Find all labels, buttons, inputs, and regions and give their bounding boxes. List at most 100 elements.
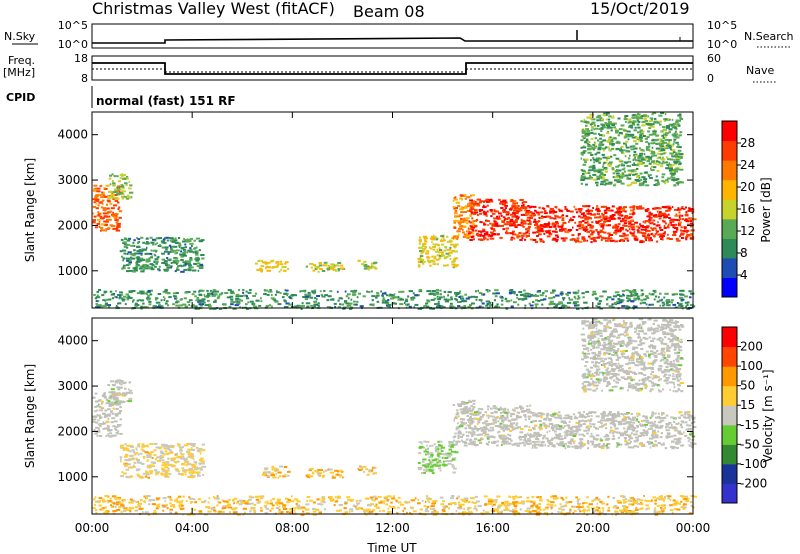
x-tick-label: 20:00 bbox=[576, 521, 611, 535]
colorbar-swatch bbox=[722, 385, 737, 406]
colorbar-swatch bbox=[722, 346, 737, 367]
x-axis-label: Time UT bbox=[366, 541, 417, 554]
power-region-4 bbox=[305, 261, 346, 273]
colorbar-swatch bbox=[722, 463, 737, 484]
colorbar-tick-label: 20 bbox=[740, 180, 755, 194]
colorbar-tick-label: 8 bbox=[740, 246, 748, 260]
y-tick-label: 1000 bbox=[57, 470, 88, 484]
nave-label: Nave bbox=[746, 64, 774, 77]
power-region-1 bbox=[107, 173, 134, 201]
nsearch-label: N.Search bbox=[744, 30, 794, 43]
colorbar-tick-label: 15 bbox=[740, 398, 755, 412]
colorbar-tick-label: 28 bbox=[740, 136, 755, 150]
velocity-colorbar-label: Velocity [m s⁻¹] bbox=[761, 369, 775, 462]
colorbar-swatch bbox=[722, 179, 737, 200]
colorbar-swatch bbox=[722, 218, 737, 239]
velocity-region-10 bbox=[580, 318, 685, 393]
velocity-heatmap bbox=[92, 318, 697, 516]
colorbar-swatch bbox=[722, 199, 737, 220]
nsky-strip: N.Sky 10^5 10^0 10^5 10^0 N.Search bbox=[4, 19, 794, 51]
colorbar-tick-label: -100 bbox=[740, 457, 767, 471]
velocity-region-6 bbox=[417, 440, 459, 475]
date-label: 15/Oct/2019 bbox=[590, 0, 690, 18]
power-x-ticks bbox=[91, 112, 694, 308]
colorbar-tick-label: 50 bbox=[740, 379, 755, 393]
colorbar-swatch bbox=[722, 366, 737, 387]
colorbar-swatch bbox=[722, 160, 737, 181]
power-region-3 bbox=[254, 259, 290, 273]
beam-label: Beam 08 bbox=[353, 2, 425, 21]
colorbar-tick-label: 4 bbox=[740, 268, 748, 282]
power-region-10 bbox=[580, 112, 684, 187]
x-tick-label: 12:00 bbox=[375, 521, 410, 535]
freq-unit: [MHz] bbox=[3, 66, 35, 79]
x-tick-label: 04:00 bbox=[175, 521, 210, 535]
freq-label: Freq. bbox=[8, 54, 35, 67]
x-tick-label: 00:00 bbox=[676, 521, 711, 535]
velocity-region-4 bbox=[305, 467, 344, 479]
power-region-5 bbox=[357, 259, 378, 271]
colorbar-swatch bbox=[722, 444, 737, 465]
power-region-6 bbox=[417, 234, 459, 269]
velocity-region-9 bbox=[530, 411, 697, 450]
colorbar-swatch bbox=[722, 140, 737, 161]
colorbar-tick-label: -200 bbox=[740, 476, 767, 490]
colorbar-swatch bbox=[722, 424, 737, 445]
cpid-text: normal (fast) 151 RF bbox=[96, 94, 236, 108]
velocity-region-0 bbox=[92, 391, 123, 438]
x-tick-label: 08:00 bbox=[275, 521, 310, 535]
y-tick-label: 3000 bbox=[57, 173, 88, 187]
power-region-2 bbox=[119, 236, 205, 273]
station-title: Christmas Valley West (fitACF) bbox=[92, 0, 335, 18]
velocity-y-axis: 4000 3000 2000 1000 bbox=[57, 334, 693, 484]
colorbar-swatch bbox=[722, 277, 737, 298]
colorbar-tick-label: -15 bbox=[740, 418, 760, 432]
colorbar-tick-label: 200 bbox=[740, 340, 763, 354]
colorbar-swatch bbox=[722, 257, 737, 278]
colorbar-tick-label: 16 bbox=[740, 202, 755, 216]
colorbar-tick-label: 12 bbox=[740, 224, 755, 238]
velocity-region-5 bbox=[357, 465, 378, 476]
power-panel: 4000 3000 2000 1000 Slant Range [km] bbox=[23, 111, 697, 310]
nave-tick-top: 60 bbox=[707, 52, 721, 65]
colorbar-tick-label: -50 bbox=[740, 437, 760, 451]
power-heatmap bbox=[92, 112, 697, 310]
nsearch-tick-bottom: 10^0 bbox=[707, 38, 737, 51]
y-tick-label: 4000 bbox=[57, 334, 88, 348]
colorbar-swatch bbox=[722, 483, 737, 504]
y-tick-label: 2000 bbox=[57, 424, 88, 438]
power-colorbar-label: Power [dB] bbox=[759, 177, 773, 242]
nsearch-tick-top: 10^5 bbox=[707, 19, 737, 32]
velocity-region-1 bbox=[107, 379, 133, 407]
colorbar-tick-label: 24 bbox=[740, 158, 755, 172]
y-tick-label: 2000 bbox=[57, 218, 88, 232]
colorbar-swatch bbox=[722, 405, 737, 426]
power-y-axis: 4000 3000 2000 1000 bbox=[57, 128, 693, 278]
freq-tick-bottom: 8 bbox=[81, 72, 88, 85]
nsky-label: N.Sky bbox=[4, 30, 36, 43]
velocity-colorbar: 200 100 50 15 -15 -50 -100 -200 Velocity [m s⁻¹… bbox=[721, 326, 775, 504]
power-region-8 bbox=[467, 198, 533, 241]
colorbar-tick-label: 100 bbox=[740, 359, 763, 373]
colorbar-swatch bbox=[722, 121, 737, 142]
y-tick-label: 1000 bbox=[57, 264, 88, 278]
nsky-tick-top: 10^5 bbox=[58, 19, 88, 32]
velocity-region-2 bbox=[119, 442, 206, 479]
velocity-x-axis: 00:00 04:00 08:00 12:00 16:00 20:00 00:00 bbox=[75, 318, 711, 535]
x-tick-label: 00:00 bbox=[75, 521, 110, 535]
freq-strip: Freq. [MHz] 18 8 60 0 Nave bbox=[3, 52, 776, 85]
y-tick-label: 4000 bbox=[57, 128, 88, 142]
y-tick-label: 3000 bbox=[57, 379, 88, 393]
velocity-region-3 bbox=[261, 465, 291, 479]
colorbar-swatch bbox=[722, 238, 737, 259]
x-tick-label: 16:00 bbox=[475, 521, 510, 535]
nsky-tick-bottom: 10^0 bbox=[58, 38, 88, 51]
power-ylabel: Slant Range [km] bbox=[23, 158, 37, 262]
colorbar-swatch bbox=[722, 327, 737, 348]
nave-tick-bottom: 0 bbox=[707, 72, 714, 85]
freq-tick-top: 18 bbox=[74, 52, 88, 65]
power-colorbar: 28 24 20 16 12 8 4 Power [dB] bbox=[721, 120, 773, 298]
cpid-strip: CPID normal (fast) 151 RF bbox=[6, 86, 236, 108]
